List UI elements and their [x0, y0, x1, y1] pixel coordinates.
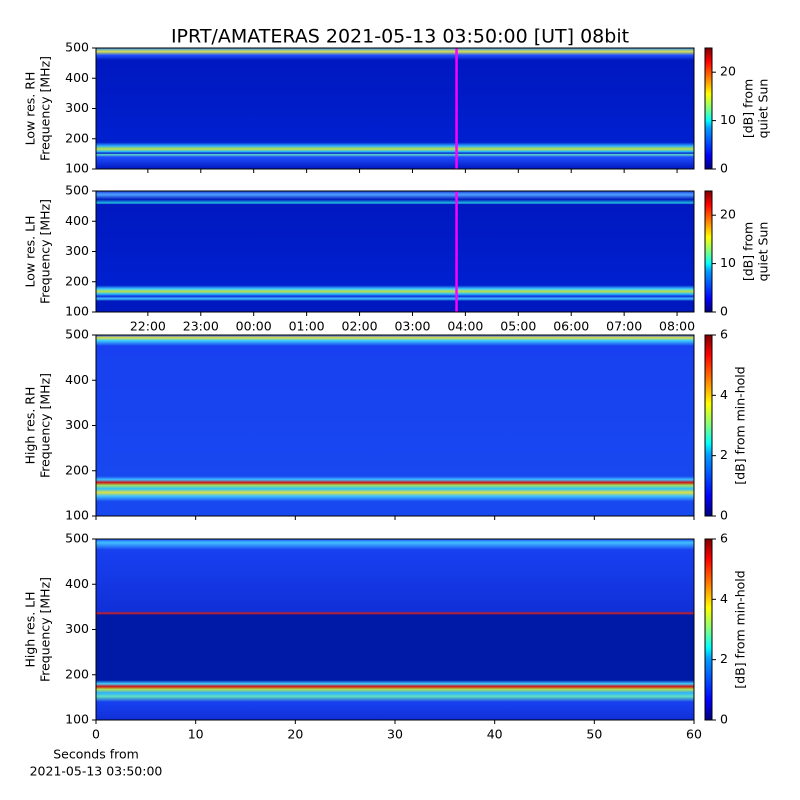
colorbar-label: quiet Sun	[756, 222, 771, 282]
colorbar-label: quiet Sun	[756, 79, 771, 139]
y-tick-label: 100	[65, 161, 89, 176]
colorbar-tick-label: 4	[720, 387, 728, 402]
y-tick-label: 200	[65, 666, 89, 681]
colorbar-tick-label: 2	[720, 651, 728, 666]
colorbar	[704, 190, 713, 313]
x-tick-label: 50	[586, 727, 602, 742]
spectrogram	[96, 48, 694, 169]
colorbar-label: [dB] from min-hold	[733, 570, 748, 688]
colorbar	[704, 47, 713, 170]
y-tick-label: 100	[65, 712, 89, 727]
y-tick-label: 400	[65, 70, 89, 85]
colorbar-tick-label: 4	[720, 591, 728, 606]
y-tick-label: 400	[65, 372, 89, 387]
colorbar-tick-label: 10	[720, 255, 736, 270]
y-axis-label: Low res. RH	[23, 72, 38, 146]
colorbar-tick-label: 0	[720, 508, 728, 523]
colorbar-tick-label: 0	[720, 304, 728, 319]
x-tick-label: 60	[686, 727, 702, 742]
chart-title: IPRT/AMATERAS 2021-05-13 03:50:00 [UT] 0…	[171, 26, 629, 48]
x-tick-label: 10	[188, 727, 204, 742]
y-axis-label: Frequency [MHz]	[38, 56, 53, 161]
colorbar-label: [dB] from min-hold	[733, 366, 748, 484]
y-tick-label: 400	[65, 213, 89, 228]
colorbar	[704, 538, 713, 721]
y-tick-label: 500	[65, 40, 89, 55]
y-axis-label: Low res. LH	[23, 216, 38, 288]
y-axis-label: High res. LH	[23, 591, 38, 667]
x-tick-label: 22:00	[130, 319, 166, 334]
y-axis-label: Frequency [MHz]	[38, 577, 53, 682]
colorbar-label: [dB] from	[741, 79, 756, 138]
x-tick-label: 08:00	[659, 319, 695, 334]
x-tick-label: 20	[287, 727, 303, 742]
x-tick-label: 07:00	[606, 319, 642, 334]
colorbar-tick-label: 0	[720, 712, 728, 727]
y-tick-label: 500	[65, 327, 89, 342]
y-axis-label: High res. RH	[23, 387, 38, 465]
colorbar-tick-label: 2	[720, 447, 728, 462]
x-axis-label: Seconds from	[53, 747, 139, 762]
x-tick-label: 00:00	[236, 319, 272, 334]
y-tick-label: 200	[65, 130, 89, 145]
y-tick-label: 500	[65, 183, 89, 198]
y-tick-label: 100	[65, 508, 89, 523]
colorbar-tick-label: 6	[720, 531, 728, 546]
y-tick-label: 300	[65, 243, 89, 258]
y-tick-label: 400	[65, 576, 89, 591]
colorbar-tick-label: 10	[720, 112, 736, 127]
colorbar	[704, 334, 713, 517]
y-tick-label: 300	[65, 100, 89, 115]
y-tick-label: 500	[65, 531, 89, 546]
colorbar-tick-label: 6	[720, 327, 728, 342]
x-tick-label: 0	[92, 727, 100, 742]
y-axis-label: Frequency [MHz]	[38, 373, 53, 478]
x-axis-label: 2021-05-13 03:50:00	[30, 764, 163, 779]
x-tick-label: 05:00	[500, 319, 536, 334]
spectrogram	[96, 335, 694, 516]
x-tick-label: 30	[387, 727, 403, 742]
y-axis-label: Frequency [MHz]	[38, 199, 53, 304]
spectrogram	[96, 191, 694, 312]
x-tick-label: 03:00	[394, 319, 430, 334]
x-tick-label: 02:00	[342, 319, 378, 334]
colorbar-tick-label: 0	[720, 161, 728, 176]
colorbar-tick-label: 20	[720, 64, 736, 79]
y-tick-label: 200	[65, 462, 89, 477]
spectrogram	[96, 539, 694, 720]
y-tick-label: 300	[65, 417, 89, 432]
y-tick-label: 300	[65, 621, 89, 636]
x-tick-label: 06:00	[553, 319, 589, 334]
x-tick-label: 01:00	[289, 319, 325, 334]
x-tick-label: 40	[487, 727, 503, 742]
colorbar-label: [dB] from	[741, 222, 756, 281]
x-tick-label: 04:00	[447, 319, 483, 334]
x-tick-label: 23:00	[183, 319, 219, 334]
y-tick-label: 100	[65, 304, 89, 319]
y-tick-label: 200	[65, 273, 89, 288]
colorbar-tick-label: 20	[720, 207, 736, 222]
